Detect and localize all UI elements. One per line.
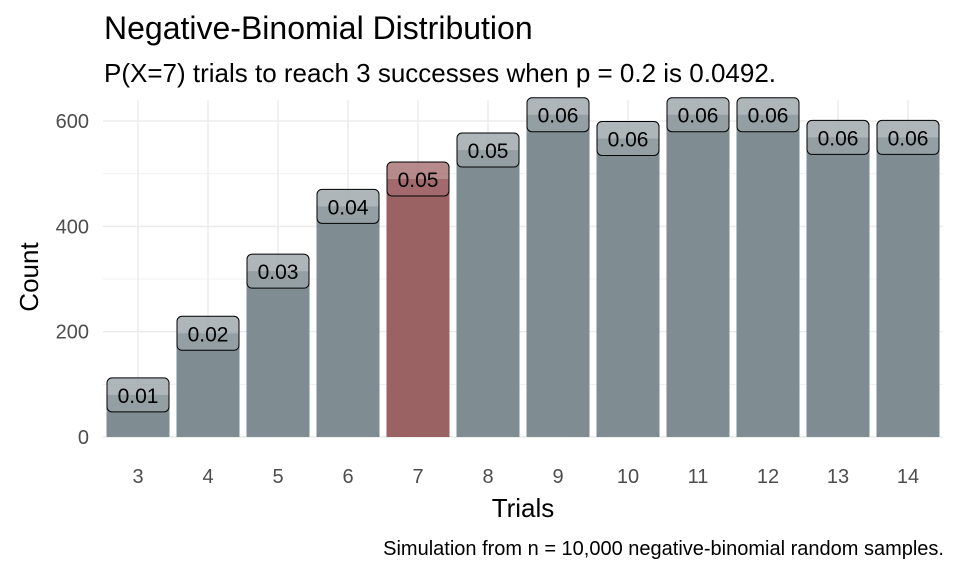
data-label-box xyxy=(456,132,520,168)
data-label-text: 0.06 xyxy=(818,127,859,150)
data-label-12: 0.06 xyxy=(736,97,800,133)
chart-subtitle: P(X=7) trials to reach 3 successes when … xyxy=(104,58,777,88)
data-label-box xyxy=(386,161,450,197)
x-tick-label: 12 xyxy=(757,466,779,488)
data-label-7: 0.05 xyxy=(386,161,450,197)
data-label-6: 0.04 xyxy=(316,188,380,224)
data-label-11: 0.06 xyxy=(666,97,730,133)
x-tick-label: 5 xyxy=(272,466,283,488)
data-label-10: 0.06 xyxy=(596,120,660,156)
x-axis-ticks: 3 4 5 6 7 8 9 10 11 12 13 14 xyxy=(132,466,919,488)
bar-10 xyxy=(596,138,660,437)
data-label-text: 0.02 xyxy=(188,323,229,346)
data-label-box xyxy=(596,120,660,156)
x-tick-label: 13 xyxy=(827,466,849,488)
data-label-text: 0.05 xyxy=(398,169,439,192)
data-label-box xyxy=(106,377,170,413)
bars xyxy=(106,114,940,438)
bar-9 xyxy=(526,114,590,438)
bar-14 xyxy=(876,137,940,438)
data-label-text: 0.06 xyxy=(678,105,719,128)
x-tick-label: 11 xyxy=(688,466,709,488)
data-label-4: 0.02 xyxy=(176,315,240,351)
bar-5 xyxy=(246,271,310,437)
y-tick-label: 600 xyxy=(56,111,89,133)
data-label-13: 0.06 xyxy=(806,119,870,155)
data-label-box xyxy=(176,315,240,351)
x-tick-label: 10 xyxy=(617,466,639,488)
bar-12 xyxy=(736,114,800,438)
data-label-box xyxy=(246,253,310,289)
data-label-text: 0.01 xyxy=(118,385,159,408)
x-axis-title: Trials xyxy=(492,493,555,523)
data-label-text: 0.06 xyxy=(538,105,579,128)
data-label-box xyxy=(876,119,940,155)
chart-caption: Simulation from n = 10,000 negative-bino… xyxy=(383,538,944,560)
data-label-text: 0.06 xyxy=(748,105,789,128)
y-tick-label: 200 xyxy=(56,322,89,344)
data-label-14: 0.06 xyxy=(876,119,940,155)
bar-8 xyxy=(456,150,520,437)
data-label-text: 0.06 xyxy=(608,128,649,151)
data-label-text: 0.03 xyxy=(258,261,299,284)
x-tick-label: 6 xyxy=(342,466,353,488)
data-label-box xyxy=(666,97,730,133)
y-tick-label: 400 xyxy=(56,216,89,238)
x-tick-label: 4 xyxy=(202,466,213,488)
data-label-5: 0.03 xyxy=(246,253,310,289)
data-label-text: 0.04 xyxy=(328,196,369,219)
y-tick-label: 0 xyxy=(78,427,89,449)
y-axis-ticks: 0 200 400 600 xyxy=(56,111,89,449)
x-tick-label: 3 xyxy=(132,466,143,488)
data-label-box xyxy=(806,119,870,155)
chart-title: Negative-Binomial Distribution xyxy=(104,10,533,46)
data-label-text: 0.05 xyxy=(468,140,509,163)
data-label-box xyxy=(316,188,380,224)
x-tick-label: 8 xyxy=(482,466,493,488)
data-label-box xyxy=(736,97,800,133)
data-label-text: 0.06 xyxy=(888,127,929,150)
data-label-8: 0.05 xyxy=(456,132,520,168)
bar-6 xyxy=(316,206,380,437)
x-tick-label: 14 xyxy=(897,466,919,488)
y-axis-title: Count xyxy=(14,242,44,312)
data-labels: 0.01 0.02 0.03 0.04 0.05 0.05 0.06 0.06 0.06 0.06… xyxy=(106,97,940,413)
x-tick-label: 9 xyxy=(552,466,563,488)
x-tick-label: 7 xyxy=(412,466,423,488)
bar-11 xyxy=(666,114,730,438)
data-label-9: 0.06 xyxy=(526,97,590,133)
data-label-box xyxy=(526,97,590,133)
data-label-3: 0.01 xyxy=(106,377,170,413)
bar-7 xyxy=(386,178,450,437)
bar-13 xyxy=(806,137,870,438)
